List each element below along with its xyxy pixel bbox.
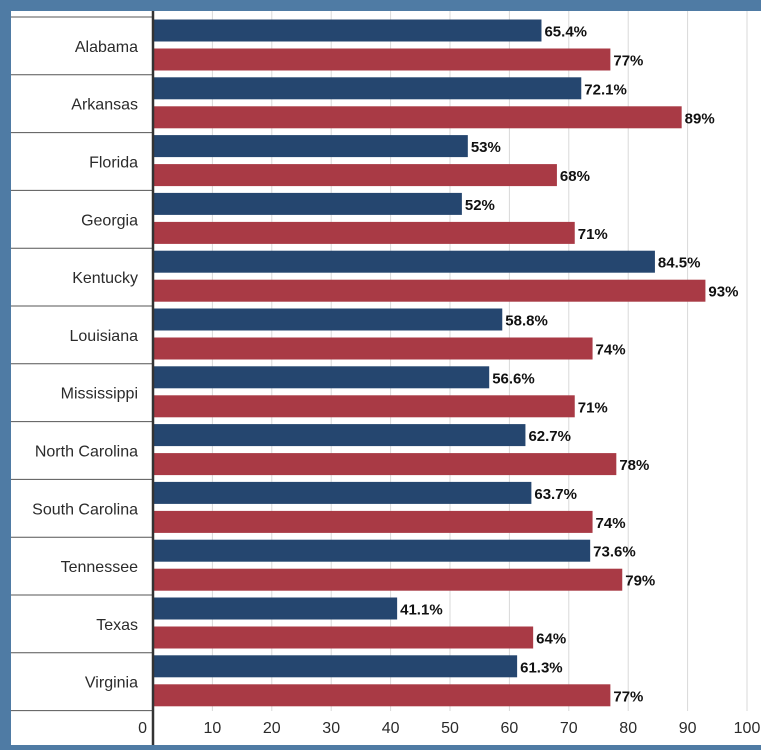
bar [153,279,706,302]
data-label: 77% [613,53,643,70]
category-label: North Carolina [35,444,138,461]
data-label: 93% [708,284,738,301]
data-label: 52% [465,197,495,214]
data-label: 71% [578,399,608,416]
bar [153,106,682,129]
data-label: 61.3% [520,659,563,676]
category-label: Georgia [81,212,138,229]
x-tick-label: 40 [382,720,400,737]
chart-panel: 65.4% 77% 72.1% 89% 53% 68% 52% 71% 84.5% 93% 58.8… [11,11,761,745]
bar [153,366,490,389]
x-tick-label: 60 [501,720,519,737]
bar [153,337,593,360]
category-separators [11,16,153,712]
category-label: Kentucky [72,270,138,287]
bar [153,135,468,158]
bar [153,308,503,331]
category-label: Florida [89,155,138,172]
data-label: 68% [560,168,590,185]
bar [153,453,617,476]
data-label: 65.4% [544,24,587,41]
x-tick-label: 100 [734,720,761,737]
category-label: Arkansas [71,97,138,114]
data-label: 62.7% [528,428,571,445]
data-label: 41.1% [400,602,443,619]
bar-chart: 65.4% 77% 72.1% 89% 53% 68% 52% 71% 84.5% 93% 58.8… [11,11,760,745]
bar [153,626,534,649]
bar [153,684,611,707]
data-label: 53% [471,139,501,156]
bar [153,19,542,42]
category-label: Virginia [85,675,138,692]
data-label: 74% [596,515,626,532]
x-tick-label: 0 [138,720,147,737]
bar [153,597,398,620]
data-label: 74% [596,342,626,359]
x-tick-label: 10 [204,720,222,737]
x-tick-label: 30 [322,720,340,737]
data-label: 78% [619,457,649,474]
bar [153,568,623,591]
x-tick-label: 90 [679,720,697,737]
data-label: 73.6% [593,544,636,561]
bar [153,48,611,71]
bar [153,655,518,678]
bar [153,192,462,215]
data-labels: 65.4% 77% 72.1% 89% 53% 68% 52% 71% 84.5% 93% 58.8… [400,24,738,706]
category-label: South Carolina [32,501,138,518]
category-label: Texas [96,617,138,634]
x-tick-label: 50 [441,720,459,737]
category-labels: Alabama Arkansas Florida Georgia Kentucky Lou… [32,39,138,692]
bar [153,481,532,504]
bars [153,19,706,707]
x-axis-ticks: 0 10 20 30 40 50 60 70 80 90 100 [138,720,760,737]
data-label: 56.6% [492,370,535,387]
x-tick-label: 20 [263,720,281,737]
data-label: 84.5% [658,255,701,272]
data-label: 89% [685,110,715,127]
x-tick-label: 70 [560,720,578,737]
bar [153,77,582,100]
bar [153,424,526,447]
bar [153,250,655,273]
data-label: 71% [578,226,608,243]
category-label: Alabama [75,39,138,56]
bar [153,221,575,244]
data-label: 79% [625,573,655,590]
data-label: 72.1% [584,81,627,98]
data-label: 77% [613,688,643,705]
data-label: 58.8% [505,313,548,330]
bar [153,395,575,418]
data-label: 63.7% [534,486,577,503]
x-tick-label: 80 [619,720,637,737]
category-label: Mississippi [61,386,138,403]
bar [153,164,557,187]
category-label: Tennessee [61,559,138,576]
bar [153,510,593,533]
category-label: Louisiana [70,328,139,345]
bar [153,539,591,562]
data-label: 64% [536,631,566,648]
